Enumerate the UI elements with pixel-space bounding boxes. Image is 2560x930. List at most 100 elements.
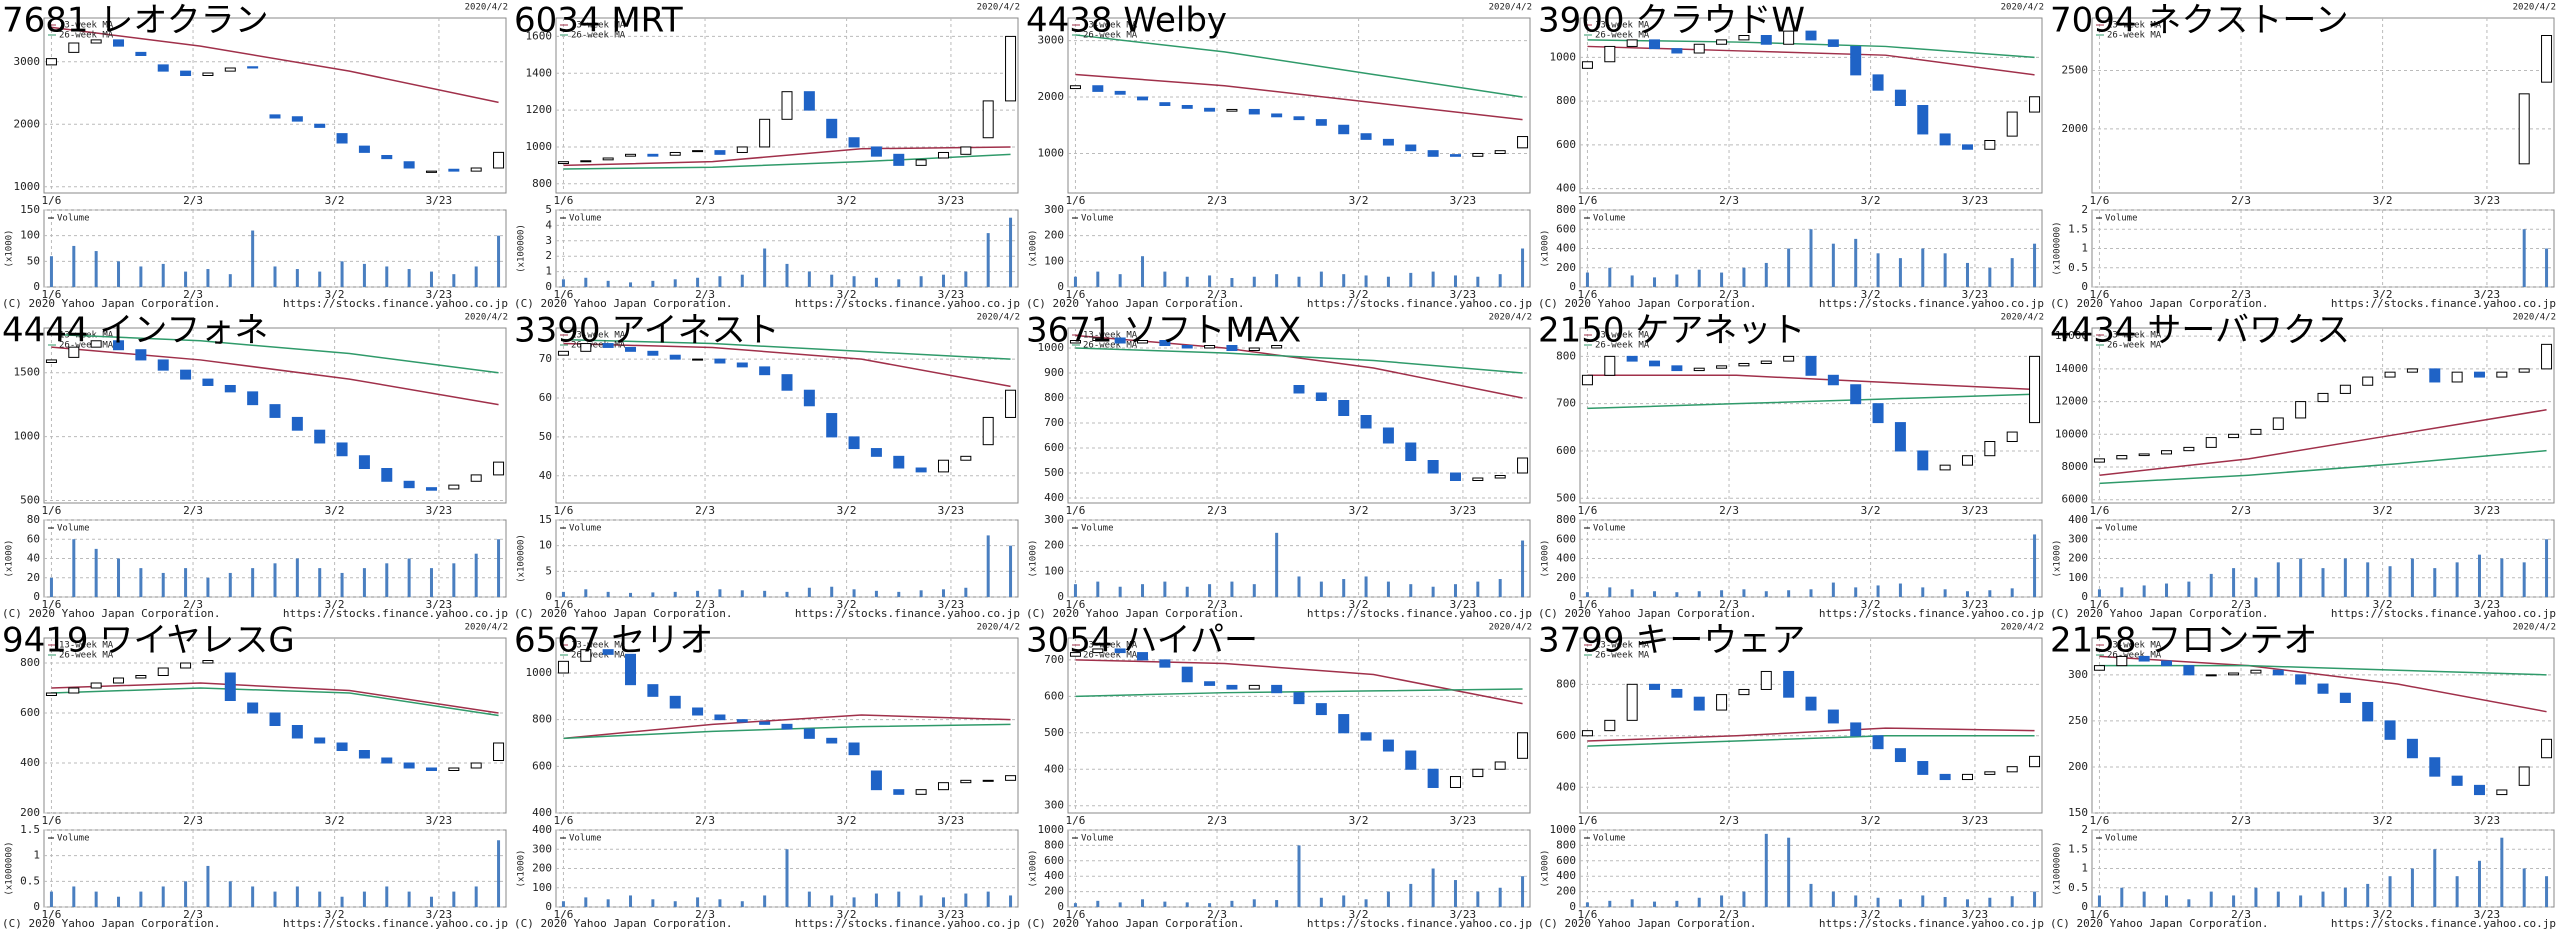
- volume-bar: [2232, 568, 2236, 597]
- volume-bar: [161, 572, 165, 597]
- candle-body: [1449, 776, 1461, 788]
- y-tick-label: 60: [539, 391, 552, 404]
- volume-bar: [740, 901, 744, 907]
- volume-bar: [919, 276, 923, 287]
- candle-body: [2093, 458, 2105, 463]
- volume-bar: [2209, 573, 2213, 597]
- y-tick-label: 200: [1044, 229, 1064, 242]
- candle-body: [647, 684, 659, 697]
- x-tick-label: 3/2: [325, 194, 345, 207]
- x-tick-label: 1/6: [1578, 288, 1598, 301]
- volume-bar: [673, 591, 677, 597]
- y-tick-label: 0: [1057, 900, 1064, 913]
- candle-body: [247, 66, 259, 69]
- candle-body: [1581, 730, 1593, 737]
- y-tick-label: 800: [20, 656, 40, 669]
- candle-body: [1271, 345, 1283, 349]
- volume-bar: [1431, 868, 1435, 907]
- volume-bar: [852, 276, 856, 287]
- candle-body: [2116, 455, 2128, 460]
- candle-body: [1092, 648, 1104, 654]
- moving-average-line: [51, 26, 499, 104]
- x-tick-label: 3/2: [1349, 504, 1369, 517]
- candle-body: [1405, 144, 1417, 152]
- date: 2020/4/2: [1489, 623, 1532, 633]
- legend-label: 13-week MA: [2107, 21, 2162, 31]
- volume-bar: [2522, 868, 2526, 907]
- legend-label: 26-week MA: [1595, 651, 1650, 661]
- volume-bar: [1453, 584, 1457, 597]
- volume-bar: [830, 586, 834, 597]
- x-tick-label: 3/23: [426, 598, 453, 611]
- candle-body: [1137, 96, 1149, 101]
- volume-bar: [897, 591, 901, 597]
- volume-bar: [2388, 876, 2392, 907]
- legend-label: 13-week MA: [1595, 331, 1650, 341]
- candle-body: [1382, 739, 1394, 752]
- legend-label: Volume: [1081, 524, 1114, 534]
- candle-body: [937, 782, 949, 791]
- candle-body: [1738, 688, 1750, 696]
- candle-body: [2541, 35, 2553, 83]
- volume-bar: [561, 591, 565, 597]
- y-tick-label: 500: [20, 493, 40, 506]
- x-tick-label: 3/2: [2373, 504, 2393, 517]
- candle-body: [269, 404, 281, 418]
- copyright: (C) 2020 Yahoo Japan Corporation.: [1026, 607, 1245, 620]
- y-tick-label: 0: [1569, 590, 1576, 603]
- candle-body: [669, 151, 681, 156]
- legend-label: Volume: [569, 834, 602, 844]
- y-tick-label: 0: [33, 280, 40, 293]
- volume-bar: [1431, 271, 1435, 287]
- candle-body: [224, 67, 236, 72]
- candle-body: [557, 660, 569, 674]
- volume-bar: [874, 893, 878, 907]
- copyright: (C) 2020 Yahoo Japan Corporation.: [2050, 607, 2269, 620]
- candle-body: [714, 358, 726, 364]
- candle-body: [1315, 119, 1327, 126]
- y-tick-label: 1000: [1550, 50, 1577, 63]
- legend-label: 26-week MA: [59, 651, 114, 661]
- candle-body: [915, 159, 927, 166]
- y-tick-label: 200: [1044, 885, 1064, 898]
- candle-body: [180, 662, 192, 669]
- candle-body: [470, 762, 482, 769]
- volume-bar: [919, 895, 923, 907]
- volume-bar: [49, 256, 53, 287]
- volume-bar: [696, 277, 700, 287]
- volume-bar: [1630, 589, 1634, 597]
- candle-body: [669, 354, 681, 360]
- y-tick-label: 1600: [526, 29, 553, 42]
- plot-area: [555, 519, 1019, 598]
- volume-bar: [1476, 581, 1480, 597]
- moving-average-line: [563, 146, 1011, 167]
- source-url: https://stocks.finance.yahoo.co.jp: [795, 607, 1020, 620]
- volume-bar: [1096, 900, 1100, 907]
- y-tick-label: 600: [1556, 138, 1576, 151]
- volume-bar: [1921, 248, 1925, 287]
- candle-body: [2518, 368, 2530, 373]
- candle-body: [1248, 108, 1260, 115]
- volume-bar: [584, 277, 588, 287]
- legend-label: Volume: [57, 524, 90, 534]
- y-tick-label: 600: [1556, 854, 1576, 867]
- candle-body: [1649, 360, 1661, 367]
- volume-bar: [1409, 883, 1413, 907]
- source-url: https://stocks.finance.yahoo.co.jp: [1819, 297, 2044, 310]
- candle-body: [1315, 392, 1327, 401]
- stock-chart: 1/6 1/6 2/3 2/3 3/2 3/2 3/23 3/23 500 1000 1500 0 20…: [2, 311, 508, 621]
- candle-body: [1827, 39, 1839, 47]
- moving-average-line: [1075, 34, 1523, 98]
- stock-chart: 1/6 1/6 2/3 2/3 3/2 3/2 3/23 3/23 40 50 60 70 0 5 10 15…: [514, 311, 1020, 621]
- candle-body: [2205, 437, 2217, 448]
- volume-bar: [318, 271, 322, 287]
- x-tick-label: 2/3: [1207, 598, 1227, 611]
- x-tick-label: 1/6: [554, 814, 574, 827]
- x-tick-label: 1/6: [1578, 908, 1598, 921]
- volume-bar: [407, 891, 411, 907]
- volume-bar: [1898, 258, 1902, 287]
- volume-bar: [161, 886, 165, 907]
- volume-bar: [1364, 275, 1368, 287]
- volume-bar: [1009, 895, 1013, 907]
- candle-body: [893, 455, 905, 469]
